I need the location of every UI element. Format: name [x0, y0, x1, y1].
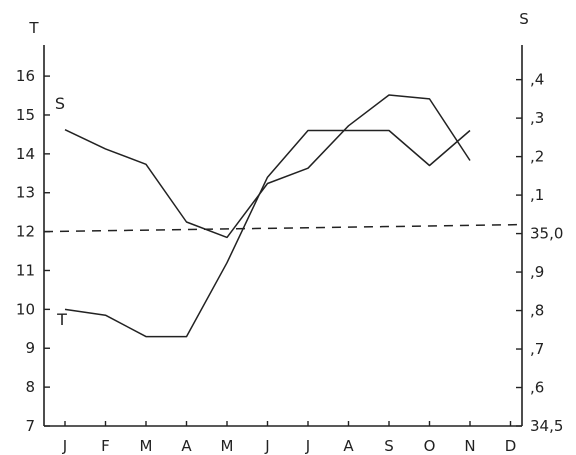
right-tick-label: ,9: [530, 263, 544, 281]
x-tick-label: A: [181, 437, 192, 455]
right-tick-label: 34,5: [530, 417, 563, 435]
left-axis-label: T: [28, 19, 39, 37]
right-tick-label: ,6: [530, 379, 544, 397]
right-tick-label: ,8: [530, 302, 544, 320]
left-tick-label: 7: [25, 417, 35, 435]
x-tick-label: A: [343, 437, 354, 455]
series-line-s: [64, 94, 471, 239]
series-group: [64, 94, 471, 338]
left-tick-label: 15: [16, 106, 35, 124]
left-tick-label: 8: [25, 378, 35, 396]
left-tick-label: 9: [25, 339, 35, 357]
x-tick-label: S: [384, 437, 394, 455]
series-label-t: T: [56, 310, 67, 329]
left-tick-label: 10: [16, 300, 35, 318]
series-label-s: S: [55, 94, 65, 113]
x-tick-label: N: [464, 437, 475, 455]
left-tick-label: 13: [16, 184, 35, 202]
x-tick-label: O: [424, 437, 436, 455]
series-line-t: [64, 129, 471, 338]
axes: [43, 45, 523, 427]
left-tick-label: 16: [16, 67, 35, 85]
right-axis-label: S: [519, 10, 529, 28]
x-tick-label: J: [264, 437, 269, 455]
x-tick-label: F: [101, 437, 110, 455]
x-tick-label: D: [505, 437, 517, 455]
left-tick-label: 12: [16, 223, 35, 241]
x-tick-label: M: [221, 437, 234, 455]
reference-line: [43, 223, 523, 233]
right-tick-label: ,7: [530, 340, 544, 358]
right-tick-label: ,1: [530, 186, 544, 204]
x-tick-label: M: [140, 437, 153, 455]
right-tick-label: 35,0: [530, 225, 563, 243]
x-tick-label: J: [305, 437, 310, 455]
left-tick-label: 14: [16, 145, 35, 163]
right-tick-label: ,2: [530, 148, 544, 166]
reference-line-group: [43, 223, 523, 233]
x-tick-label: J: [62, 437, 67, 455]
left-tick-label: 11: [16, 261, 35, 279]
right-axis-ticks: 34,5 ,6 ,7 ,8 ,9 35,0 ,1 ,2 ,3 ,4: [516, 71, 563, 435]
right-tick-label: ,4: [530, 71, 544, 89]
left-axis-ticks: 7 8 9 10 11 12 13 14 15 16: [16, 67, 50, 435]
right-tick-label: ,3: [530, 109, 544, 127]
